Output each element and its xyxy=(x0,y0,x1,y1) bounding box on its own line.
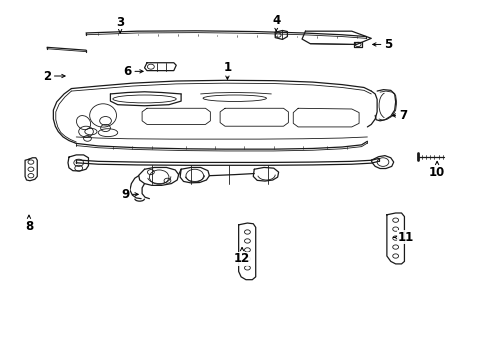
Text: 2: 2 xyxy=(43,69,65,82)
Text: 8: 8 xyxy=(25,215,33,233)
Text: 7: 7 xyxy=(391,109,406,122)
Text: 5: 5 xyxy=(372,38,392,51)
Text: 12: 12 xyxy=(233,247,250,265)
Text: 9: 9 xyxy=(121,188,138,201)
Text: 6: 6 xyxy=(123,65,143,78)
Text: 1: 1 xyxy=(223,60,231,79)
Text: 3: 3 xyxy=(116,16,124,33)
Text: 4: 4 xyxy=(271,14,280,31)
Text: 11: 11 xyxy=(393,231,413,244)
Text: 10: 10 xyxy=(428,161,444,179)
